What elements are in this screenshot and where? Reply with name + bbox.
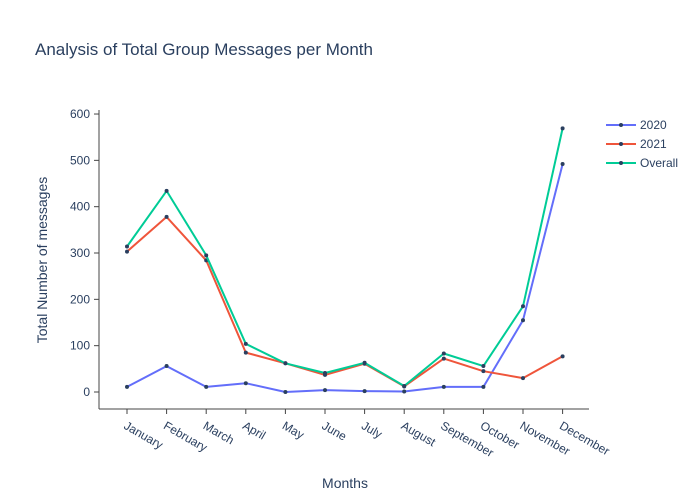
data-point[interactable]	[402, 389, 407, 394]
data-point[interactable]	[204, 384, 209, 389]
legend-item-overall[interactable]: Overall	[606, 156, 678, 170]
series-line	[126, 215, 564, 388]
x-tick-label: May	[280, 418, 307, 441]
data-point[interactable]	[560, 354, 565, 359]
y-tick-label: 400	[70, 200, 90, 214]
data-point[interactable]	[362, 389, 367, 394]
y-tick-label: 100	[70, 339, 90, 353]
legend-label: 2021	[640, 137, 667, 151]
y-axis-title: Total Number of messages	[34, 177, 50, 344]
x-tick-label: June	[320, 418, 350, 443]
data-point[interactable]	[441, 351, 446, 356]
data-point[interactable]	[441, 384, 446, 389]
data-point[interactable]	[243, 350, 248, 355]
y-tick-label: 200	[70, 292, 90, 306]
data-point[interactable]	[481, 364, 486, 369]
x-axis-title: Months	[322, 475, 368, 491]
data-point[interactable]	[125, 384, 129, 389]
data-point[interactable]	[243, 341, 248, 346]
data-point[interactable]	[125, 249, 129, 254]
series-line	[126, 163, 564, 393]
x-tick-label: January	[122, 418, 166, 451]
data-point[interactable]	[481, 369, 486, 374]
legend-item-2021[interactable]: 2021	[606, 137, 667, 151]
legend-marker	[619, 123, 623, 127]
y-tick-label: 500	[70, 153, 90, 167]
data-point[interactable]	[521, 318, 525, 323]
data-point[interactable]	[164, 188, 169, 193]
legend-item-2020[interactable]: 2020	[606, 118, 667, 132]
series-layer	[125, 126, 565, 394]
x-tick-label: February	[161, 418, 210, 454]
legend-label: Overall	[640, 156, 678, 170]
data-point[interactable]	[323, 371, 327, 376]
data-point[interactable]	[560, 162, 565, 167]
y-tick-label: 600	[70, 107, 90, 121]
data-point[interactable]	[362, 360, 367, 365]
x-tick-label: August	[399, 418, 439, 449]
legend[interactable]: 2020 2021 Overall	[606, 118, 678, 170]
x-tick-label: April	[240, 418, 268, 442]
y-tick-label: 0	[83, 385, 90, 399]
series-line	[126, 128, 564, 387]
data-point[interactable]	[441, 356, 446, 361]
data-point[interactable]	[323, 388, 327, 393]
series-overall	[125, 126, 565, 388]
legend-label: 2020	[640, 118, 667, 132]
data-point[interactable]	[521, 304, 525, 309]
data-point[interactable]	[164, 364, 169, 369]
data-point[interactable]	[204, 253, 209, 258]
data-point[interactable]	[481, 384, 486, 389]
legend-marker	[619, 161, 623, 165]
data-point[interactable]	[283, 361, 288, 366]
chart-title: Analysis of Total Group Messages per Mon…	[35, 40, 373, 59]
data-point[interactable]	[521, 376, 525, 381]
data-point[interactable]	[402, 383, 407, 388]
y-tick-group: 0 100 200 300 400 500 600	[70, 107, 99, 399]
y-tick-label: 300	[70, 246, 90, 260]
series-2020	[125, 162, 565, 394]
data-point[interactable]	[164, 214, 169, 219]
x-tick-label: July	[359, 418, 384, 441]
data-point[interactable]	[125, 244, 129, 249]
data-point[interactable]	[560, 126, 565, 131]
data-point[interactable]	[283, 390, 288, 394]
legend-marker	[619, 142, 623, 146]
data-point[interactable]	[243, 381, 248, 386]
